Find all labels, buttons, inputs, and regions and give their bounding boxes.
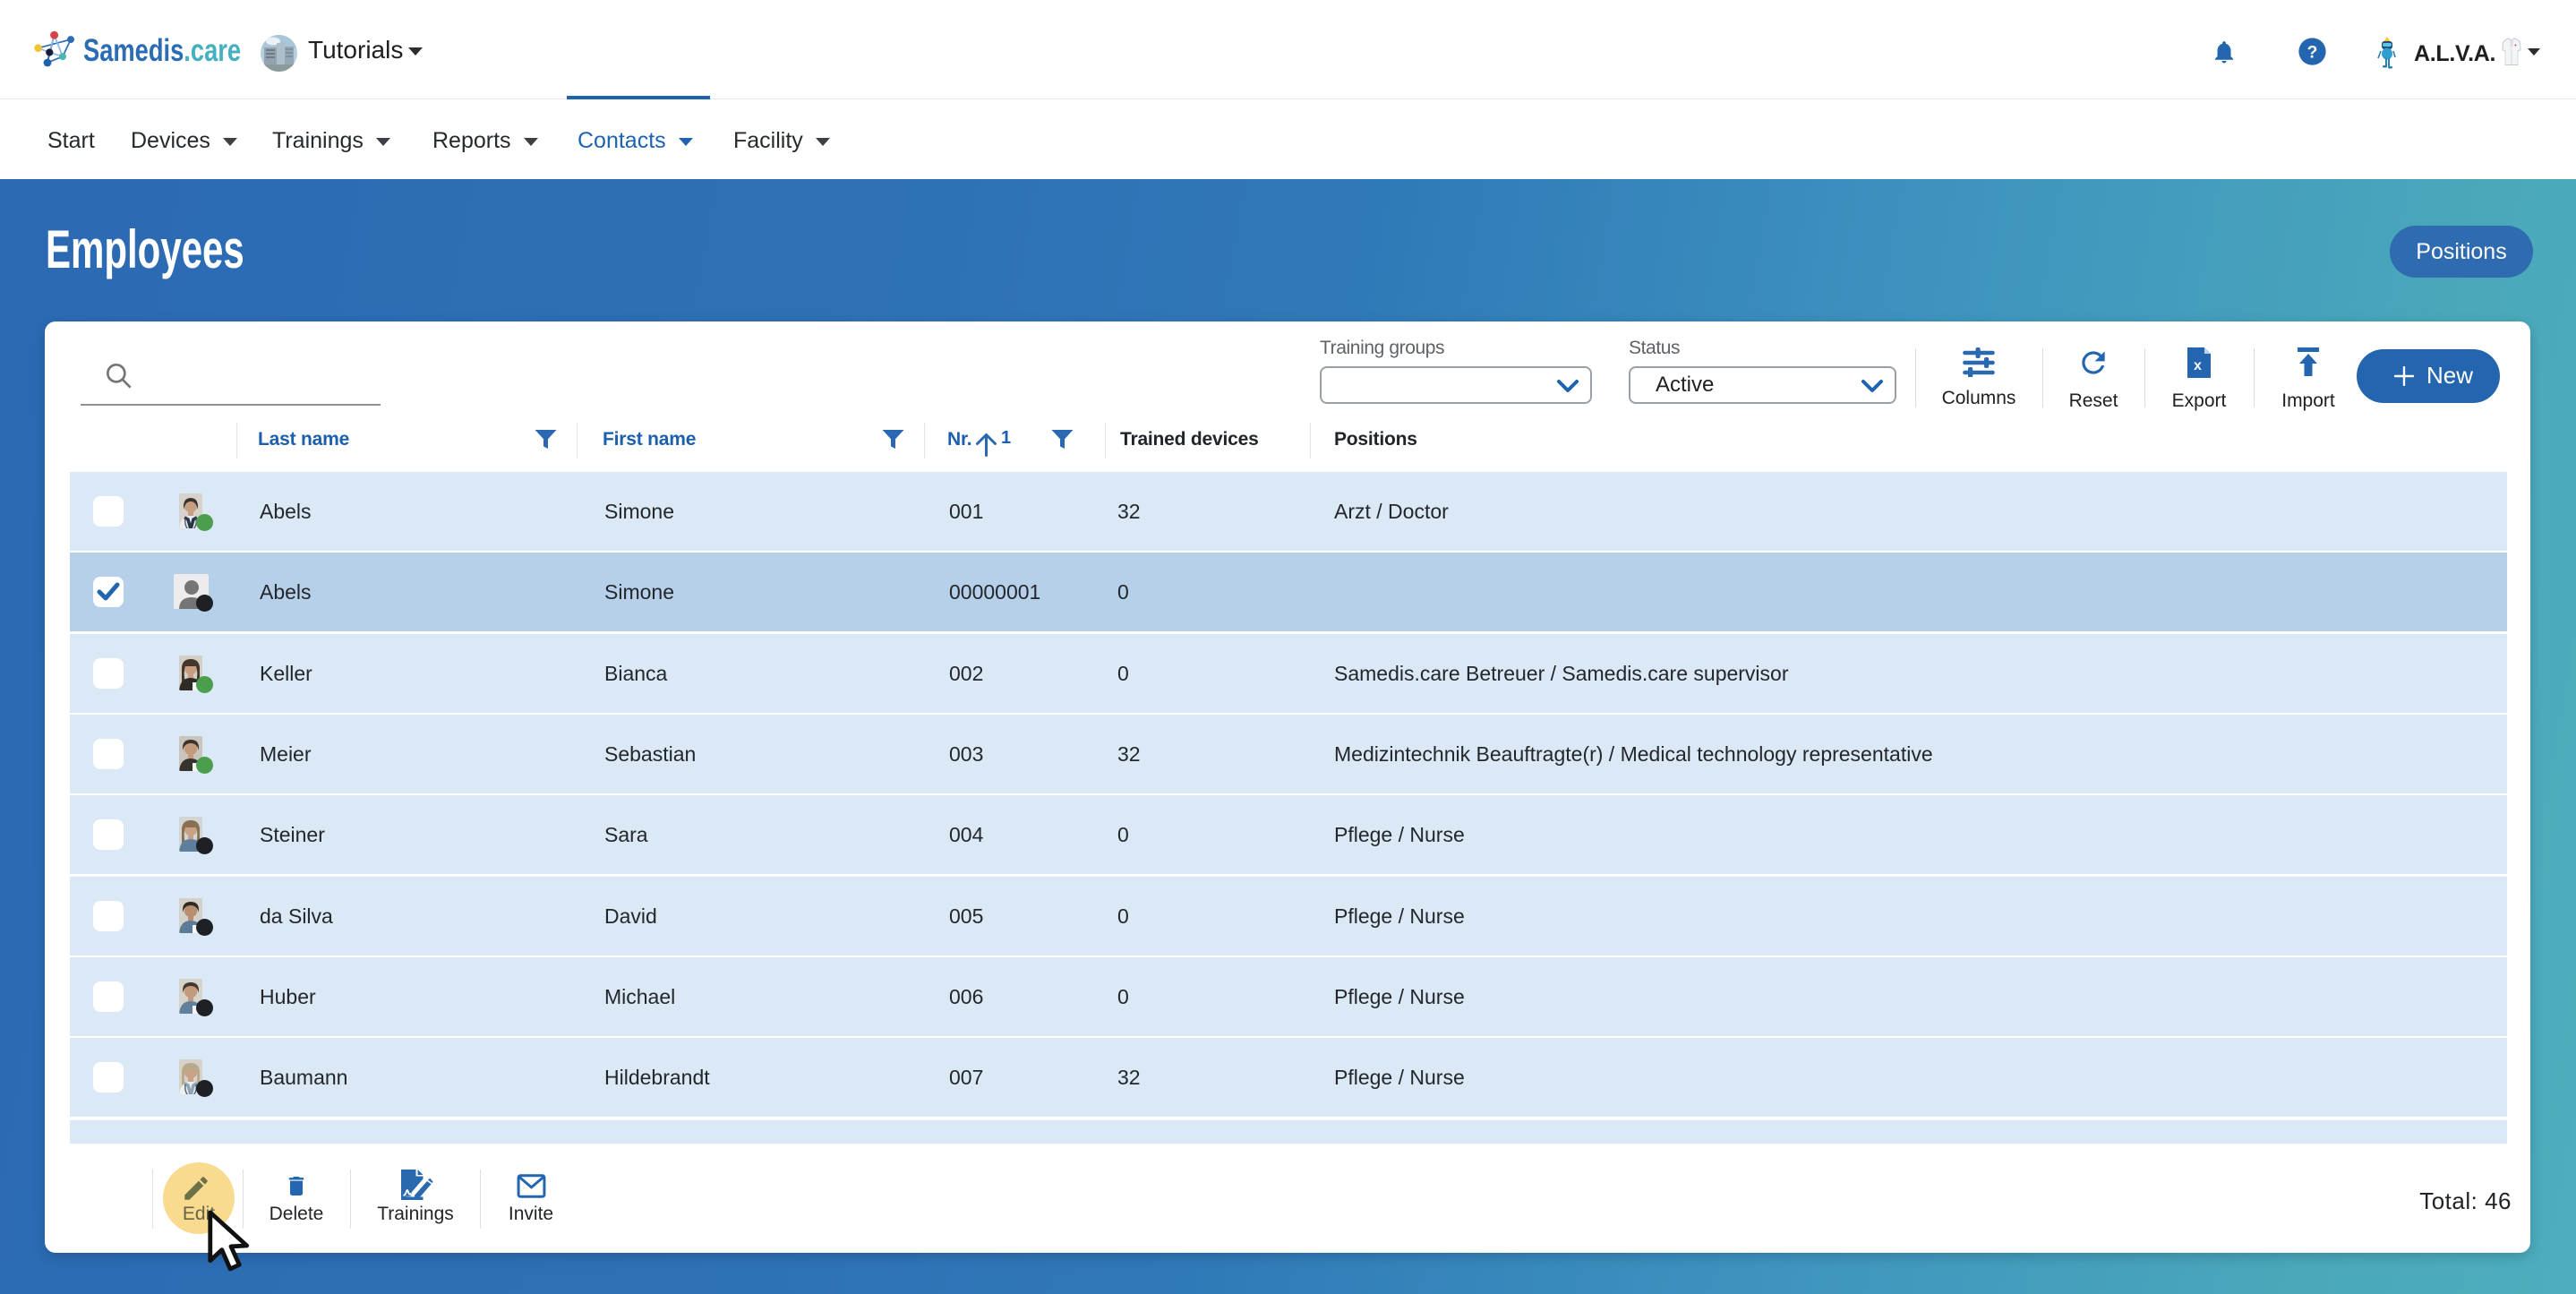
svg-text:?: ?	[2307, 43, 2318, 62]
svg-text:x: x	[2194, 358, 2202, 373]
